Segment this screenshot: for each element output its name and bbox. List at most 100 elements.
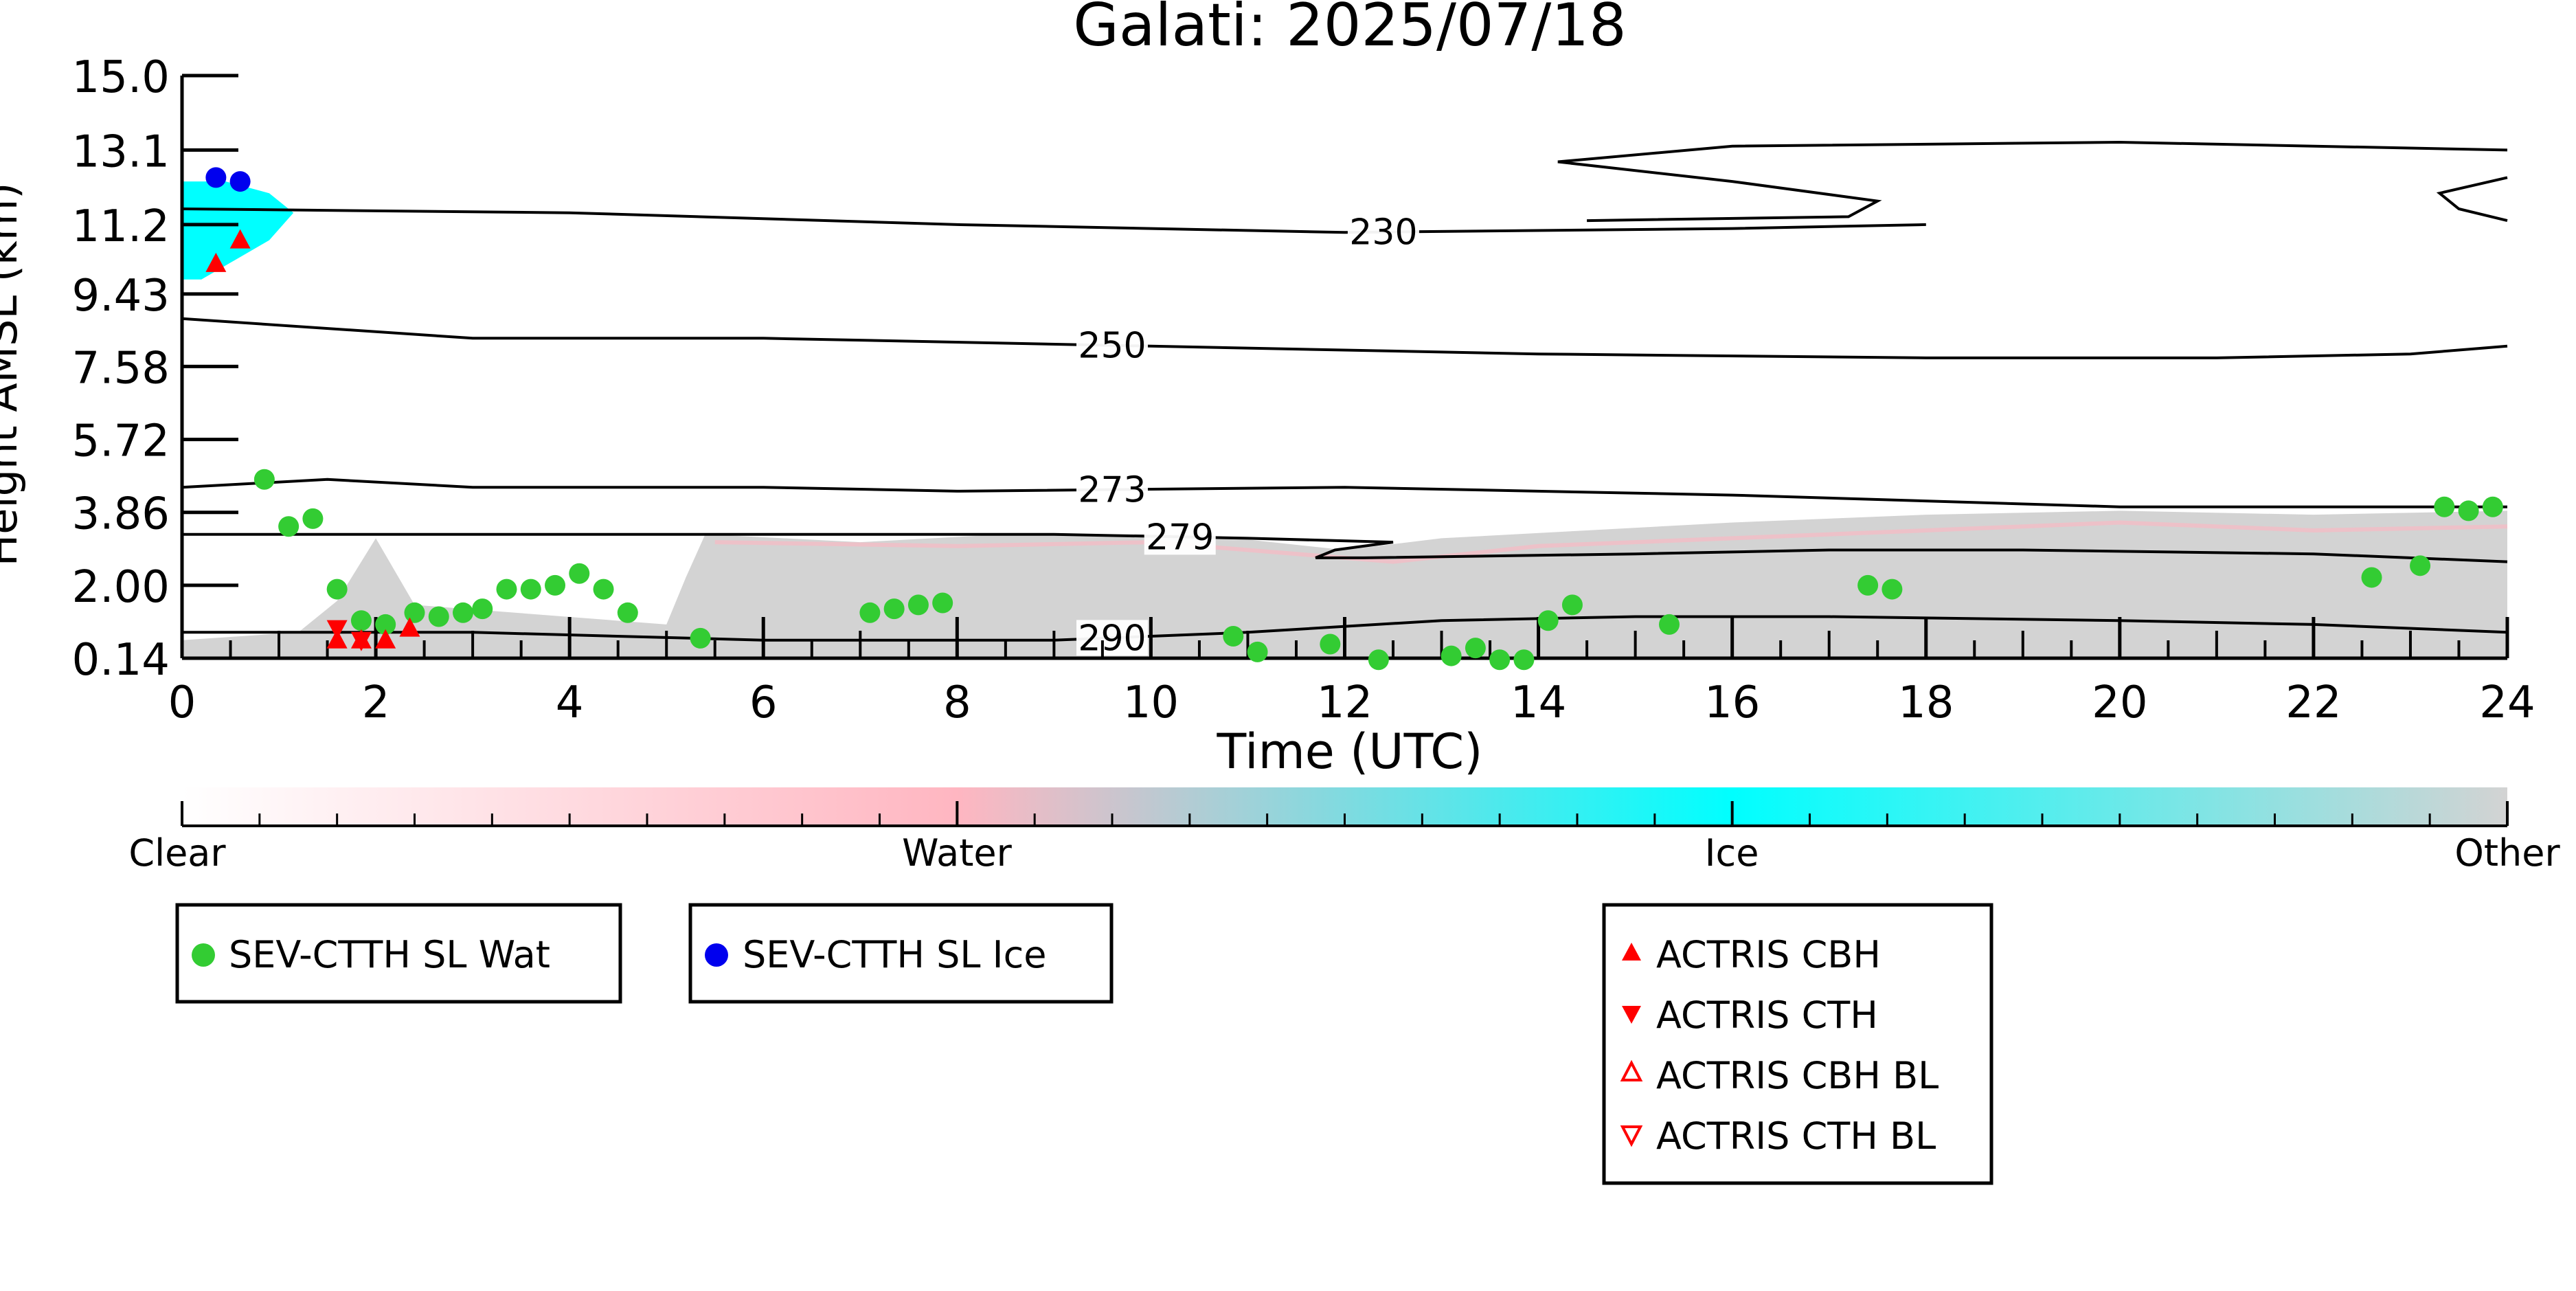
marker-sev-ctth-sl-ice [229,171,251,192]
marker-sev-ctth-sl-wat [428,606,449,627]
marker-actris-cbh [375,629,396,649]
contour-line [1557,140,2508,164]
legend-label-sev-wat: SEV-CTTH SL Wat [229,933,550,976]
data-markers [205,167,2503,671]
marker-actris-cbh [229,229,251,249]
marker-sev-ctth-sl-wat [932,592,953,614]
marker-sev-ctth-sl-wat [1561,594,1583,616]
legend-label-sev-ice: SEV-CTTH SL Ice [743,933,1047,976]
marker-sev-ctth-sl-wat [1320,633,1341,655]
x-tick-label: 4 [556,677,584,728]
x-tick-label: 16 [1704,677,1760,728]
contour-label-bg [1347,214,1419,250]
marker-sev-ctth-sl-wat [1857,574,1879,596]
marker-sev-ctth-sl-wat [545,574,566,596]
contour-line [181,317,2508,359]
x-tick-label: 2 [362,677,390,728]
contour-label: 273 [1078,470,1146,511]
marker-actris-cbh [399,617,420,637]
colorbar-label-other: Other [2454,831,2560,875]
x-tick-label: 24 [2479,677,2535,728]
contour-line [2436,176,2508,223]
y-tick-label: 9.43 [72,271,170,322]
marker-sev-ctth-sl-wat [1247,641,1268,662]
y-tick-label: 5.72 [72,416,170,467]
marker-sev-ctth-sl-wat [617,602,638,623]
marker-sev-ctth-sl-wat [404,602,425,623]
marker-sev-ctth-sl-wat [593,579,614,600]
chart-title: Galati: 2025/07/18 [1073,0,1627,60]
marker-sev-ctth-sl-wat [453,602,474,623]
contour-label-bg [1076,327,1148,363]
marker-actris-cbh [205,252,227,272]
marker-sev-ctth-sl-wat [496,579,517,600]
y-tick-label: 15.0 [72,52,170,103]
x-tick-label: 0 [168,677,196,728]
marker-sev-ctth-sl-wat [883,598,905,620]
legend-label-cbh-bl: ACTRIS CBH BL [1656,1054,1939,1097]
legend-marker-cth [1622,1006,1641,1024]
x-tick-label: 18 [1898,677,1954,728]
y-tick-label: 13.1 [72,126,170,177]
legend-label-cbh: ACTRIS CBH [1656,933,1881,976]
marker-sev-ctth-sl-wat [2434,496,2455,517]
marker-sev-ctth-sl-wat [569,563,590,584]
marker-sev-ctth-sl-wat [2361,567,2382,588]
water-class-fringe [714,520,2508,564]
ice-class-region [182,181,294,280]
y-tick-label: 7.58 [72,343,170,394]
x-tick-label: 22 [2285,677,2341,728]
contour-label-bg [1144,519,1216,555]
x-axis-label: Time (UTC) [1217,723,1483,780]
marker-sev-ctth-sl-wat [1440,645,1462,666]
legend-satellite-water: SEV-CTTH SL Wat [175,903,622,1004]
marker-sev-ctth-sl-wat [520,579,541,600]
contour-label: 290 [1078,618,1146,659]
marker-sev-ctth-sl-wat [1658,614,1680,635]
colorbar-ticks [181,801,2509,827]
legend-marker-cth-bl [1620,1125,1643,1147]
y-tick-label: 11.2 [72,201,170,252]
marker-actris-cth [350,631,372,651]
y-tick-label: 2.00 [72,562,170,613]
marker-sev-ctth-sl-wat [1489,649,1511,671]
contour-label-bg [1076,471,1148,508]
marker-sev-ctth-sl-wat [1882,579,1903,600]
x-tick-label: 20 [2092,677,2147,728]
marker-sev-ctth-sl-wat [2482,496,2503,517]
contour-label-bg [1076,620,1148,656]
marker-sev-ctth-sl-wat [278,516,300,537]
x-tick-label: 14 [1511,677,1566,728]
legend-label-cth: ACTRIS CTH [1656,993,1878,1037]
marker-sev-ctth-sl-wat [690,627,711,649]
x-tick-label: 10 [1123,677,1179,728]
colorbar-label-ice: Ice [1705,831,1759,875]
marker-sev-ctth-sl-wat [2458,500,2479,521]
contour-label: 250 [1078,326,1146,367]
marker-sev-ctth-sl-wat [1513,649,1535,671]
contour-label: 279 [1146,517,1214,558]
legend-actris: ACTRIS CBH ACTRIS CTH ACTRIS CBH BL ACTR… [1602,903,1993,1185]
marker-sev-ctth-sl-wat [1368,649,1389,671]
marker-sev-ctth-sl-wat [859,602,881,623]
marker-sev-ctth-sl-ice [205,167,227,188]
marker-sev-ctth-sl-wat [1537,610,1559,631]
x-tick-label: 12 [1317,677,1372,728]
legend-marker-cbh [1622,943,1641,961]
legend-marker-sev-wat [192,943,215,967]
contour-line [181,478,2507,508]
legend-label-cth-bl: ACTRIS CTH BL [1656,1114,1936,1158]
legend-satellite-ice: SEV-CTTH SL Ice [688,903,1114,1004]
marker-actris-cth [326,620,348,640]
marker-sev-ctth-sl-wat [1223,626,1244,647]
colorbar: Clear Water Ice Other [128,787,2560,875]
marker-sev-ctth-sl-wat [326,579,348,600]
contour-line [182,532,2508,563]
marker-sev-ctth-sl-wat [907,594,929,616]
marker-sev-ctth-sl-wat [350,610,372,631]
marker-sev-ctth-sl-wat [375,614,396,635]
